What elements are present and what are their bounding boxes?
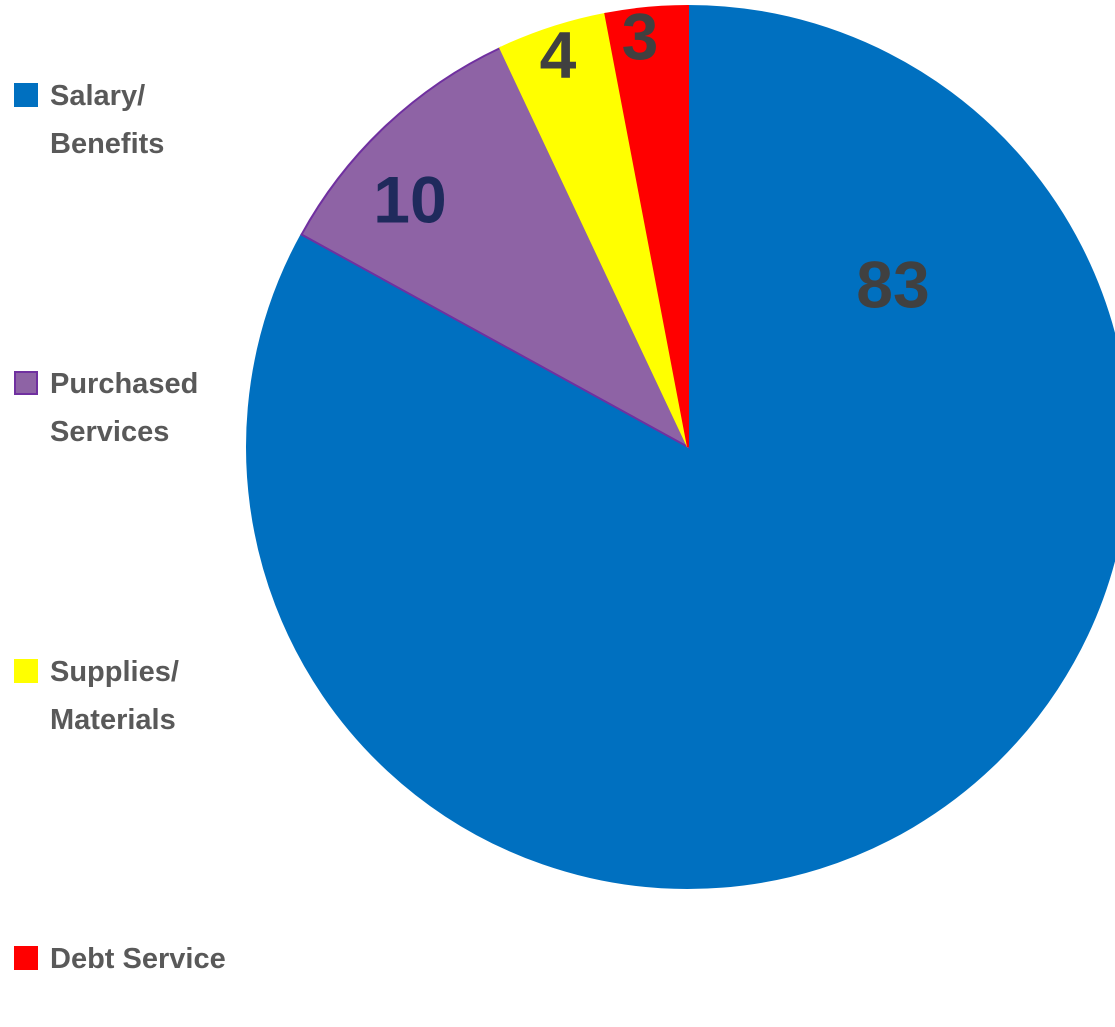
legend-label: Debt Service [50,943,226,975]
legend-swatch [14,371,38,395]
legend-swatch [14,659,38,683]
legend-label: Purchased Services [50,368,199,448]
data-label: 4 [540,17,577,91]
data-label: 3 [622,0,659,73]
pie-slice [300,46,691,450]
legend-label: Supplies/ Materials [50,656,179,736]
legend-swatch [14,83,38,107]
legend-swatch [14,946,38,970]
pie-slice [246,4,1115,889]
data-label: 10 [373,162,446,236]
legend-label: Salary/ Benefits [50,80,165,160]
data-label: 83 [856,247,929,321]
pie-slice [604,4,689,448]
